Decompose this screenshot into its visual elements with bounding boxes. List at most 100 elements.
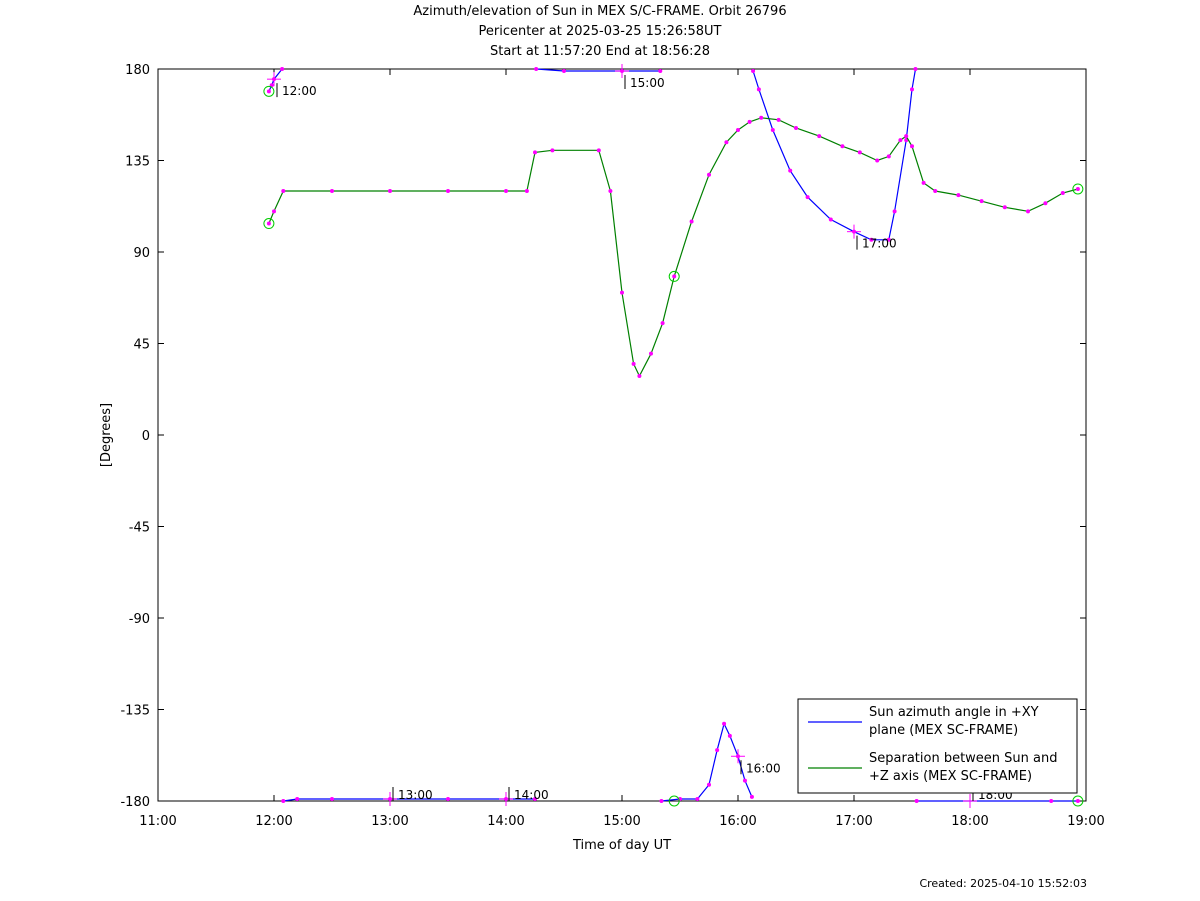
data-point [608,189,613,193]
x-tick-label: 17:00 [835,814,872,829]
hour-label: 13:00 [398,788,433,802]
data-point [707,172,711,177]
series-line-2 [268,117,1079,378]
data-point [562,69,566,74]
data-point [805,195,810,200]
circle-marker [1072,795,1084,807]
data-point [715,748,720,753]
data-point [857,150,862,155]
y-tick-label: 135 [125,155,150,170]
data-point [904,138,909,143]
data-point [776,117,781,122]
circle-marker [668,795,680,807]
data-point [788,168,793,173]
x-tick-label: 18:00 [951,814,988,829]
chart-subtitle-pericenter: Pericenter at 2025-03-25 15:26:58UT [478,24,722,39]
data-point [742,778,747,783]
circle-marker [263,85,275,97]
data-point [658,69,663,74]
data-point [330,189,334,193]
legend-label: plane (MEX SC-FRAME) [869,723,1018,738]
data-point [979,199,984,204]
data-point [840,144,845,149]
data-point [266,89,271,94]
data-point [749,794,754,799]
x-tick-label: 14:00 [487,814,524,829]
data-point [933,189,938,193]
data-point [659,799,664,803]
data-point [921,180,926,185]
data-point [724,140,729,145]
data-point [1075,186,1080,191]
data-point [892,209,897,214]
data-point [817,134,822,139]
data-point [695,796,700,801]
data-point [722,721,727,726]
plot-frame [157,68,1087,802]
x-tick-label: 13:00 [371,814,408,829]
data-point [1043,201,1048,206]
hour-label: 16:00 [746,761,781,775]
y-tick-label: 0 [142,429,150,444]
data-point [828,217,833,222]
y-tick-label: 90 [133,246,150,261]
data-point [770,128,775,132]
data-point [533,796,537,801]
data-point [649,351,653,356]
x-tick-label: 16:00 [719,814,756,829]
chart-title: Azimuth/elevation of Sun in MEX S/C-FRAM… [413,4,787,19]
data-point [1002,205,1007,210]
data-point [727,733,732,738]
data-point [620,290,624,295]
data-point [898,138,903,143]
data-point [869,237,874,242]
data-point [446,189,450,193]
hour-label: 17:00 [862,237,897,251]
data-point [1060,191,1065,196]
y-tick-label: 45 [133,338,150,353]
data-point [689,219,694,224]
x-axis-label: Time of day UT [572,838,671,853]
y-tick-label: -45 [129,521,150,536]
data-point [533,150,537,155]
data-point [295,796,300,801]
y-tick-label: 180 [125,63,150,78]
data-point [524,189,529,193]
data-point [956,193,961,198]
data-point [1075,799,1080,803]
y-axis-label: [Degrees] [99,403,114,467]
data-point [910,144,914,149]
data-point [759,115,764,120]
data-point [637,374,642,379]
data-point [330,796,334,801]
data-point [1049,799,1054,803]
circle-marker [1072,183,1084,195]
data-point [504,189,508,193]
hour-label: 14:00 [514,788,549,802]
data-point [1026,209,1030,214]
hour-label: 12:00 [282,84,317,98]
data-point [672,274,677,279]
created-timestamp: Created: 2025-04-10 15:52:03 [919,877,1087,890]
data-point [280,67,285,71]
data-point [281,189,286,193]
data-point [886,237,891,242]
circle-marker [668,270,680,282]
data-point [913,67,918,71]
data-point [747,119,752,124]
hour-label: 15:00 [630,76,665,90]
data-point [904,134,909,139]
data-point [272,209,276,214]
data-point [388,189,392,193]
data-point [446,796,450,801]
data-point [660,321,665,326]
legend-label: +Z axis (MEX SC-FRAME) [869,769,1032,784]
legend-box [797,698,1078,794]
x-tick-label: 12:00 [255,814,292,829]
series-line-1 [268,68,1078,802]
x-tick-label: 11:00 [139,814,176,829]
chart-subtitle-start-end: Start at 11:57:20 End at 18:56:28 [489,44,711,59]
data-point [550,148,555,153]
legend-label: Separation between Sun and [869,751,1057,766]
